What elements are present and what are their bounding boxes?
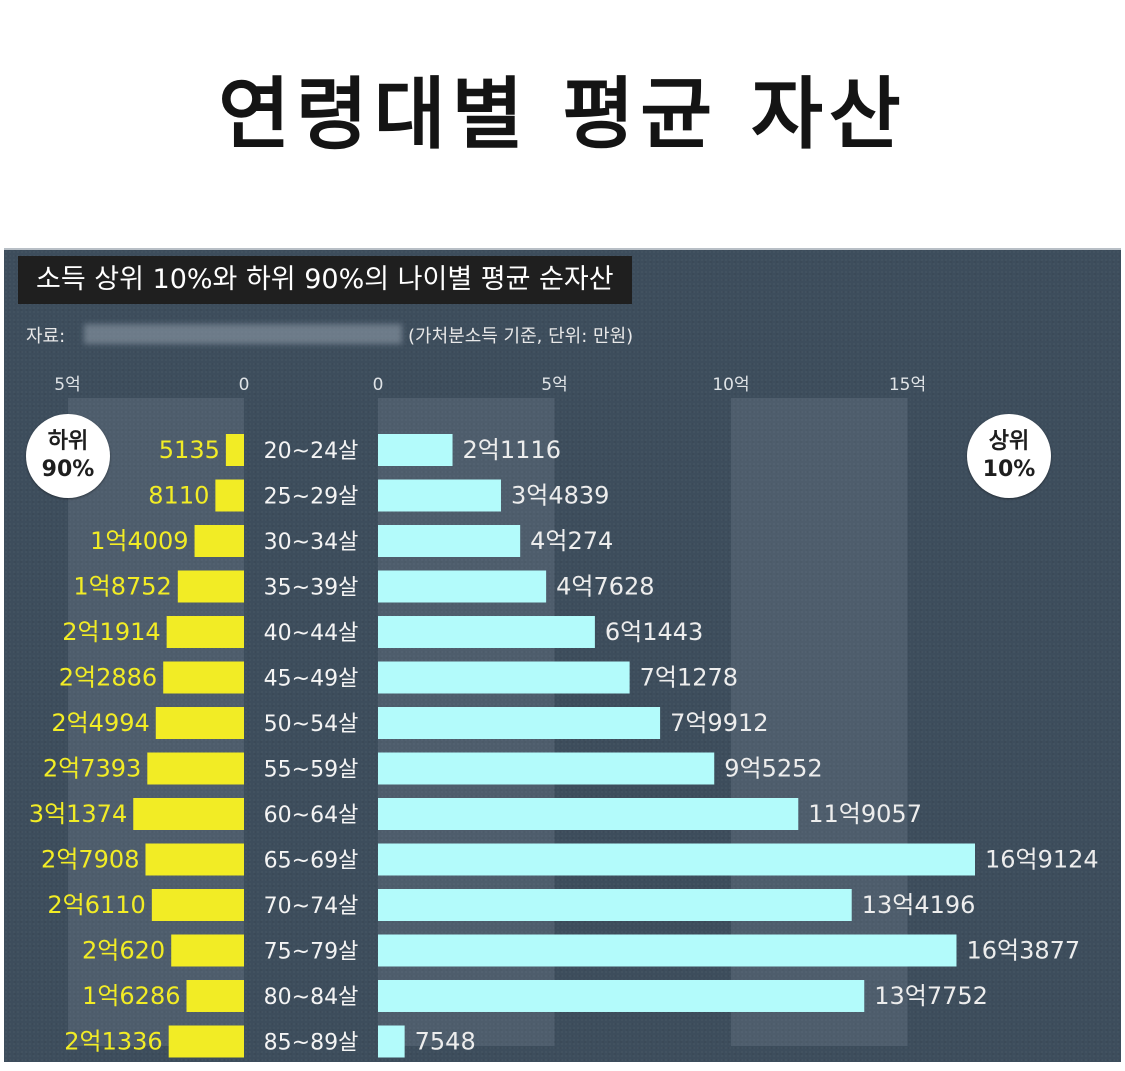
bar-chart: 5억 0 0 5억 10억 15억 5135 20~24살 2억1116 8110 25~29살 3억… xyxy=(29,375,1099,1058)
bar-label-top10: 4억274 xyxy=(530,527,613,555)
bar-bottom90 xyxy=(225,434,244,466)
bar-label-bottom90: 2억620 xyxy=(82,937,165,965)
category-label: 40~44살 xyxy=(264,621,359,646)
source-redacted-block xyxy=(84,324,402,344)
bar-top10 xyxy=(378,570,547,603)
bar-bottom90 xyxy=(151,889,244,921)
bar-bottom90 xyxy=(163,661,244,694)
bar-label-bottom90: 2억6110 xyxy=(47,891,145,919)
bar-label-top10: 13억4196 xyxy=(862,891,976,919)
category-label: 55~59살 xyxy=(264,758,359,783)
bar-label-bottom90: 2억4994 xyxy=(51,709,149,737)
bar-top10 xyxy=(378,479,501,512)
category-label: 25~29살 xyxy=(264,485,359,510)
category-label: 80~84살 xyxy=(264,985,359,1010)
axis-tick-left: 5억 xyxy=(54,375,80,395)
bar-top10 xyxy=(378,525,521,557)
page-title: 연령대별 평균 자산 xyxy=(218,70,907,160)
bar-label-bottom90: 1억6286 xyxy=(82,982,180,1010)
bar-label-top10: 6억1443 xyxy=(605,618,703,646)
bar-label-bottom90: 2억1336 xyxy=(64,1028,162,1056)
bar-bottom90 xyxy=(147,752,244,785)
axis-tick-right: 15억 xyxy=(889,375,926,395)
category-label: 65~69살 xyxy=(264,849,359,874)
unit-note: (가처분소득 기준, 단위: 만원) xyxy=(408,326,634,347)
bar-bottom90 xyxy=(168,1025,244,1058)
axis-tick-right: 5억 xyxy=(541,375,567,395)
bar-bottom90 xyxy=(171,934,244,967)
bar-label-bottom90: 2억7393 xyxy=(43,755,141,783)
bar-label-bottom90: 2억2886 xyxy=(59,664,157,692)
bar-label-bottom90: 5135 xyxy=(159,436,220,464)
category-label: 50~54살 xyxy=(264,712,359,737)
bar-top10 xyxy=(378,1025,405,1058)
bar-label-top10: 7548 xyxy=(415,1028,476,1056)
badge-top-10: 상위 10% xyxy=(967,414,1051,498)
bar-label-top10: 13억7752 xyxy=(874,982,988,1010)
bar-label-bottom90: 1억8752 xyxy=(73,573,171,601)
bar-top10 xyxy=(378,752,715,785)
category-label: 45~49살 xyxy=(264,667,359,692)
badge-bottom-90: 하위 90% xyxy=(26,414,110,498)
badge-bottom-line2: 90% xyxy=(41,457,95,482)
bar-label-top10: 16억9124 xyxy=(985,846,1099,874)
axis-tick-right: 10억 xyxy=(712,375,749,395)
bar-top10 xyxy=(378,980,865,1012)
bar-top10 xyxy=(378,934,957,967)
bar-label-top10: 16억3877 xyxy=(966,937,1080,965)
category-label: 85~89살 xyxy=(264,1031,359,1056)
chart-subtitle: 소득 상위 10%와 하위 90%의 나이별 평균 순자산 xyxy=(18,256,632,304)
bar-bottom90 xyxy=(177,570,244,603)
bar-top10 xyxy=(378,616,595,648)
bar-bottom90 xyxy=(186,980,244,1012)
bar-bottom90 xyxy=(133,798,244,830)
badge-top-line2: 10% xyxy=(982,457,1036,482)
category-label: 35~39살 xyxy=(264,576,359,601)
axis-tick-right: 0 xyxy=(373,375,384,395)
bar-label-top10: 9억5252 xyxy=(724,755,822,783)
bar-bottom90 xyxy=(155,707,244,739)
category-label: 60~64살 xyxy=(264,803,359,828)
bar-label-top10: 7억9912 xyxy=(670,709,768,737)
category-label: 30~34살 xyxy=(264,530,359,555)
bar-top10 xyxy=(378,889,852,921)
bar-label-bottom90: 2억1914 xyxy=(62,618,160,646)
bar-bottom90 xyxy=(194,525,244,557)
category-label: 70~74살 xyxy=(264,894,359,919)
bar-label-bottom90: 8110 xyxy=(148,482,209,510)
axis-tick-left: 0 xyxy=(239,375,250,395)
bar-label-bottom90: 2억7908 xyxy=(41,846,139,874)
bar-top10 xyxy=(378,661,630,694)
bar-label-top10: 7억1278 xyxy=(640,664,738,692)
bar-label-top10: 11억9057 xyxy=(808,800,922,828)
badge-top-line1: 상위 xyxy=(988,429,1030,454)
bar-top10 xyxy=(378,434,453,466)
bar-top10 xyxy=(378,798,799,830)
source-label: 자료: xyxy=(26,326,66,347)
category-label: 20~24살 xyxy=(264,439,359,464)
bar-label-bottom90: 3억1374 xyxy=(29,800,127,828)
bar-label-top10: 4억7628 xyxy=(556,573,654,601)
bar-bottom90 xyxy=(145,843,244,876)
bar-bottom90 xyxy=(215,479,244,512)
bar-bottom90 xyxy=(166,616,244,648)
bar-label-top10: 2억1116 xyxy=(463,436,561,464)
bar-top10 xyxy=(378,707,661,739)
bar-top10 xyxy=(378,843,976,876)
bar-label-bottom90: 1억4009 xyxy=(90,527,188,555)
badge-bottom-line1: 하위 xyxy=(47,429,89,454)
chart-panel: 소득 상위 10%와 하위 90%의 나이별 평균 순자산 자료: (가처분소득… xyxy=(4,248,1121,1062)
category-label: 75~79살 xyxy=(264,940,359,965)
bar-label-top10: 3억4839 xyxy=(511,482,609,510)
